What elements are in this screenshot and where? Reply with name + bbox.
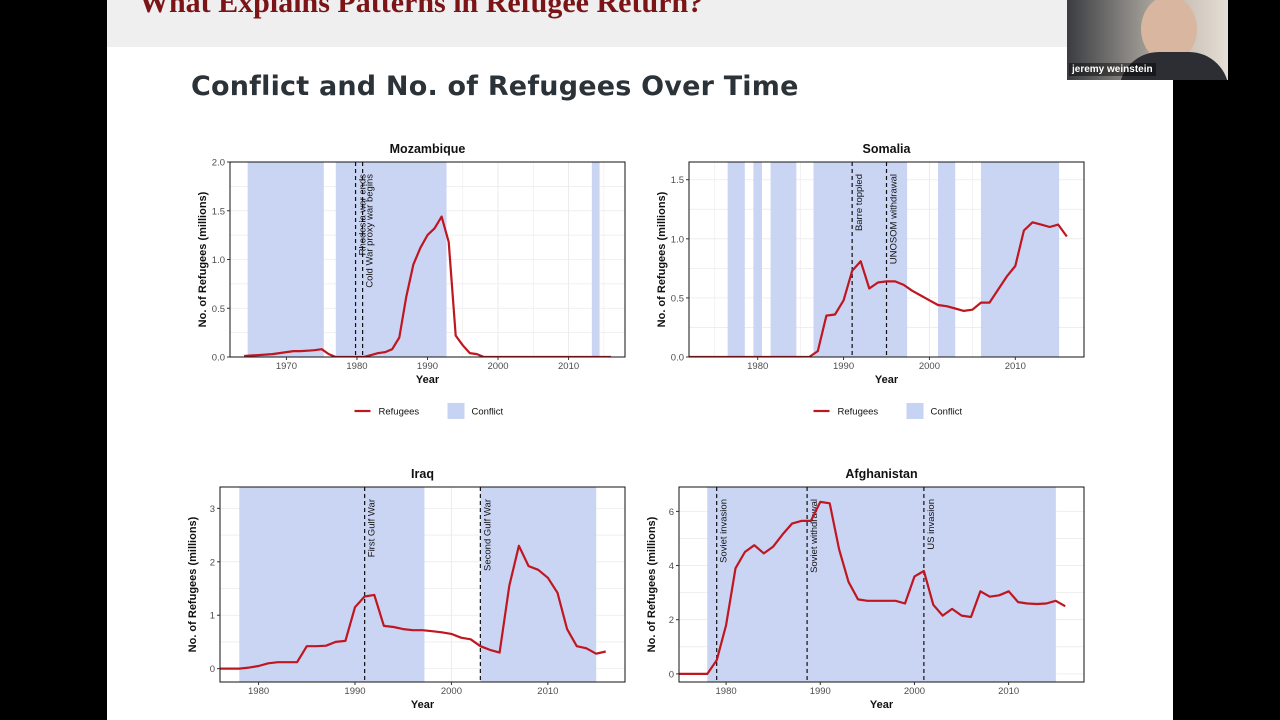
chart-somalia: Barre toppled UNOSOM withdrawal Somalia 198… [656, 142, 1085, 419]
legend-conflict-key [906, 403, 924, 419]
webcam-video: jeremy weinstein [1067, 0, 1228, 80]
webcam-name-label: jeremy weinstein [1069, 63, 1156, 76]
legend: Refugees Conflict [354, 403, 504, 419]
event-label: Barre toppled [854, 174, 865, 231]
x-tick-label: 2000 [441, 686, 462, 697]
event-label: UNOSOM withdrawal [889, 174, 900, 264]
plot-area: Soviet invasion Soviet withdrawal US invas… [679, 487, 1084, 682]
x-tick-label: 1990 [833, 361, 854, 372]
speaker-face [1141, 0, 1197, 62]
conflict-band [247, 162, 324, 357]
x-tick-label: 2010 [1005, 361, 1026, 372]
y-tick-label: 1.5 [671, 175, 684, 186]
event-label: First Gulf War [367, 499, 378, 557]
y-axis-label: No. of Refugees (millions) [646, 516, 658, 652]
plot-area: Barre toppled UNOSOM withdrawal [689, 162, 1084, 357]
chart-afghanistan: Soviet invasion Soviet withdrawal US invas… [646, 467, 1085, 711]
y-tick-label: 6 [669, 507, 674, 518]
y-axis-label: No. of Refugees (millions) [197, 191, 209, 327]
conflict-band [753, 162, 762, 357]
x-axis-label: Year [875, 374, 899, 386]
y-axis-label: No. of Refugees (millions) [656, 191, 668, 327]
y-tick-label: 0.0 [212, 353, 225, 364]
legend-conflict-label: Conflict [931, 407, 963, 418]
y-tick-label: 3 [210, 504, 215, 515]
y-tick-label: 0.0 [671, 353, 684, 364]
y-tick-label: 4 [669, 561, 674, 572]
x-axis-label: Year [416, 374, 440, 386]
refugees-line [220, 544, 606, 670]
y-tick-label: 0 [669, 669, 674, 680]
y-tick-label: 1.0 [671, 234, 684, 245]
conflict-band [770, 162, 797, 357]
x-tick-label: 2000 [919, 361, 940, 372]
legend: Refugees Conflict [813, 403, 963, 419]
y-tick-label: 1.0 [212, 255, 225, 266]
slide-header-bar: What Explains Patterns in Refugee Return… [107, 0, 1173, 47]
y-tick-label: 2 [210, 557, 215, 568]
x-tick-label: 1980 [346, 361, 367, 372]
charts-canvas: Rhodesia war endsCold War proxy war begi… [187, 142, 1085, 711]
chart-iraq: First Gulf War Second Gulf War Iraq 1980 199… [187, 467, 626, 711]
plot-border [678, 486, 1085, 683]
plot-border [688, 161, 1085, 358]
x-tick-label: 2010 [558, 361, 579, 372]
conflict-band [591, 162, 600, 357]
event-label: Soviet invasion [719, 499, 730, 563]
conflict-band [707, 487, 1056, 682]
conflict-band [335, 162, 447, 357]
y-tick-label: 1 [210, 611, 215, 622]
refugees-line [679, 500, 1066, 676]
x-tick-label: 1980 [248, 686, 269, 697]
x-tick-label: 2010 [998, 686, 1019, 697]
plot-area: Rhodesia war endsCold War proxy war begi… [230, 162, 625, 357]
x-tick-label: 2000 [904, 686, 925, 697]
x-axis-label: Year [411, 699, 435, 711]
x-tick-label: 1990 [810, 686, 831, 697]
conflict-band [239, 487, 425, 682]
chart-title: Iraq [411, 467, 434, 481]
y-tick-label: 0.5 [671, 293, 684, 304]
x-tick-label: 1980 [747, 361, 768, 372]
y-tick-label: 1.5 [212, 206, 225, 217]
x-axis-label: Year [870, 699, 894, 711]
chart-title: Somalia [863, 142, 912, 156]
x-tick-label: 1980 [716, 686, 737, 697]
y-tick-label: 2 [669, 615, 674, 626]
event-label: Second Gulf War [482, 499, 493, 571]
conflict-band [938, 162, 956, 357]
y-tick-label: 0 [210, 664, 215, 675]
x-tick-label: 2010 [537, 686, 558, 697]
legend-refugees-label: Refugees [379, 407, 420, 418]
legend-conflict-key [447, 403, 465, 419]
slide: What Explains Patterns in Refugee Return… [107, 0, 1173, 720]
x-tick-label: 1990 [417, 361, 438, 372]
legend-conflict-label: Conflict [472, 407, 504, 418]
frame-title: Conflict and No. of Refugees Over Time [191, 71, 799, 102]
conflict-band [813, 162, 908, 357]
chart-title: Afghanistan [845, 467, 917, 481]
y-tick-label: 0.5 [212, 304, 225, 315]
event-label: Cold War proxy war begins [365, 174, 376, 288]
plot-border [219, 486, 626, 683]
y-tick-label: 2.0 [212, 158, 225, 169]
y-axis-label: No. of Refugees (millions) [187, 516, 199, 652]
chart-title: Mozambique [390, 142, 466, 156]
plot-area: First Gulf War Second Gulf War [220, 487, 625, 682]
conflict-band [980, 162, 1060, 357]
refugees-line [689, 221, 1068, 357]
event-label: US invasion [926, 499, 937, 550]
x-tick-label: 1970 [276, 361, 297, 372]
x-tick-label: 2000 [487, 361, 508, 372]
conflict-band [727, 162, 745, 357]
event-label: Soviet withdrawal [809, 499, 820, 573]
slide-title: What Explains Patterns in Refugee Return… [139, 0, 704, 19]
chart-mozambique: Rhodesia war endsCold War proxy war begi… [197, 142, 626, 419]
x-tick-label: 1990 [344, 686, 365, 697]
refugees-line [244, 215, 611, 357]
legend-refugees-label: Refugees [838, 407, 879, 418]
